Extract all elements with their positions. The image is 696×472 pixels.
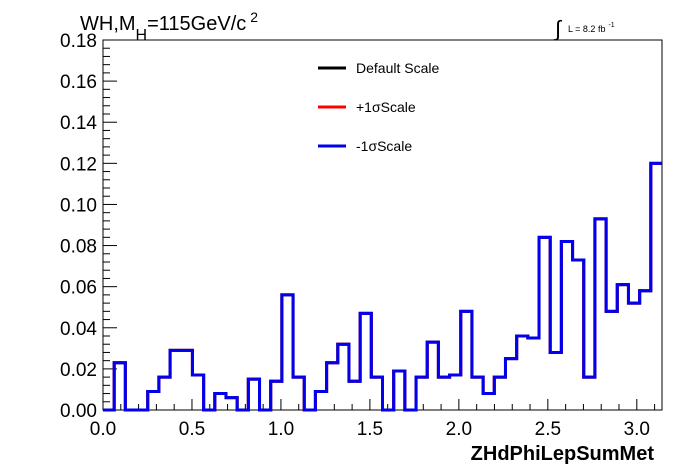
luminosity-exponent: -1 xyxy=(608,22,614,29)
x-tick-label: 0.5 xyxy=(179,419,205,440)
y-tick-label: 0.02 xyxy=(60,360,97,381)
histogram-series-default-scale xyxy=(103,161,662,412)
legend: Default Scale +1σScale -1σScale xyxy=(318,60,439,154)
y-tick-label: 0.06 xyxy=(60,278,97,299)
histogram-series-1-scale xyxy=(103,161,662,412)
series-layer xyxy=(103,161,662,412)
y-tick-label: 0.04 xyxy=(60,319,97,340)
y-tick-label: 0.14 xyxy=(60,113,97,134)
title-main: WH,M xyxy=(80,13,136,35)
x-tick-label: 1.5 xyxy=(357,419,383,440)
chart-title: WH,MH=115GeV/c 2 xyxy=(80,9,258,44)
x-tick-label: 2.0 xyxy=(446,419,472,440)
y-tick-label: 0.16 xyxy=(60,72,97,93)
luminosity-annotation: ∫ L = 8.2 fb -1 xyxy=(553,16,615,41)
y-tick-label: 0.12 xyxy=(60,154,97,175)
y-axis: 0.00 0.02 0.04 0.06 0.08 0.10 0.12 0.14 0.16 0.18 xyxy=(60,31,117,422)
x-tick-label: 0.0 xyxy=(90,419,116,440)
x-tick-label: 2.5 xyxy=(535,419,561,440)
title-subscript: H xyxy=(136,27,148,44)
title-superscript: 2 xyxy=(250,9,258,25)
integral-symbol: ∫ xyxy=(553,16,563,41)
plot-frame xyxy=(102,39,663,411)
y-tick-label: 0.08 xyxy=(60,237,97,258)
x-tick-label: 3.0 xyxy=(624,419,650,440)
legend-label: Default Scale xyxy=(356,60,439,76)
y-tick-label: 0.00 xyxy=(60,401,97,422)
y-tick-label: 0.18 xyxy=(60,31,97,52)
x-axis: 0.0 0.5 1.0 1.5 2.0 2.5 3.0 xyxy=(90,399,656,440)
title-rest: =115GeV/c xyxy=(147,13,246,35)
legend-label: +1σScale xyxy=(356,99,416,115)
luminosity-value: L = 8.2 fb xyxy=(568,24,605,34)
luminosity-text: L = 8.2 fb -1 xyxy=(568,22,615,34)
histogram-series-1-scale xyxy=(103,161,662,412)
y-tick-label: 0.10 xyxy=(60,195,97,216)
x-tick-label: 1.0 xyxy=(268,419,294,440)
legend-label: -1σScale xyxy=(356,138,412,154)
x-axis-label: ZHdPhiLepSumMet xyxy=(471,443,655,465)
